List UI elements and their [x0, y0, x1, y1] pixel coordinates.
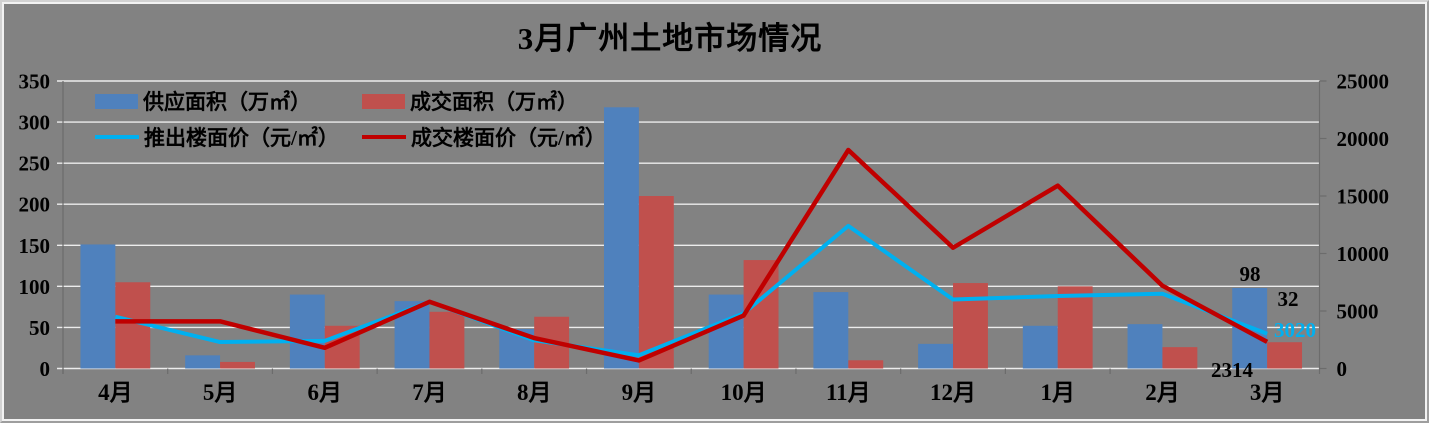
- bar-sold-11月[interactable]: [848, 360, 884, 369]
- bar-supply-4月[interactable]: [80, 244, 116, 369]
- left-axis-label: 200: [19, 193, 51, 217]
- x-axis-label-5月: 5月: [203, 380, 238, 405]
- data-label-3020: 3020: [1274, 318, 1316, 342]
- bar-supply-9月[interactable]: [603, 107, 639, 369]
- left-axis-label: 250: [19, 152, 51, 176]
- left-axis-label: 0: [40, 357, 51, 381]
- bar-supply-10月[interactable]: [708, 294, 744, 369]
- data-label-2314: 2314: [1211, 358, 1254, 382]
- left-axis-label: 350: [19, 70, 51, 94]
- left-axis-label: 100: [19, 275, 51, 299]
- bar-sold-2月[interactable]: [1162, 347, 1198, 369]
- legend-swatch-sold-area-icon: [362, 93, 405, 109]
- bar-sold-3月[interactable]: [1267, 342, 1303, 369]
- x-axis-label-7月: 7月: [412, 380, 447, 405]
- x-axis-label-12月: 12月: [930, 380, 976, 405]
- bar-sold-5月[interactable]: [220, 361, 255, 369]
- legend-item-supply-area[interactable]: 供应面积（万㎡）: [95, 86, 311, 116]
- right-axis-label: 0: [1337, 357, 1348, 381]
- line-sold-floor-price[interactable]: [115, 147, 1269, 363]
- right-axis-label: 10000: [1337, 242, 1390, 266]
- legend-label-supply-area: 供应面积（万㎡）: [143, 90, 311, 114]
- x-axis-label-9月: 9月: [622, 380, 657, 405]
- legend-item-sold-area[interactable]: 成交面积（万㎡）: [362, 86, 578, 116]
- legend-swatch-supply-area-icon: [95, 93, 138, 109]
- right-axis-label: 25000: [1337, 70, 1390, 94]
- x-axis-label-2月: 2月: [1145, 380, 1180, 405]
- legend-swatch-sold-floor-price-icon: [362, 135, 406, 139]
- legend-item-launch-floor-price[interactable]: 推出楼面价（元/㎡）: [95, 122, 339, 152]
- x-axis-label-10月: 10月: [721, 380, 767, 405]
- bar-sold-12月[interactable]: [953, 283, 988, 369]
- data-label-98: 98: [1240, 262, 1261, 286]
- bar-supply-1月[interactable]: [1022, 325, 1058, 369]
- bar-supply-11月[interactable]: [813, 292, 849, 369]
- left-axis-label: 300: [19, 111, 51, 135]
- bar-supply-5月[interactable]: [185, 355, 221, 369]
- bar-sold-10月[interactable]: [743, 260, 779, 369]
- bar-supply-6月[interactable]: [289, 294, 325, 369]
- data-label-32: 32: [1278, 287, 1299, 311]
- left-axis-label: 150: [19, 234, 51, 258]
- x-axis-label-11月: 11月: [826, 380, 871, 405]
- bar-sold-1月[interactable]: [1057, 286, 1093, 369]
- legend-label-launch-floor-price: 推出楼面价（元/㎡）: [144, 126, 339, 150]
- bar-supply-12月[interactable]: [918, 343, 954, 369]
- bar-sold-9月[interactable]: [638, 196, 674, 369]
- legend-label-sold-area: 成交面积（万㎡）: [410, 90, 578, 114]
- x-axis-label-1月: 1月: [1040, 380, 1075, 405]
- legend-item-sold-floor-price[interactable]: 成交楼面价（元/㎡）: [362, 122, 606, 152]
- x-axis-label-4月: 4月: [98, 380, 133, 405]
- chart-title: 3月广州土地市场情况: [517, 21, 823, 56]
- legend-label-sold-floor-price: 成交楼面价（元/㎡）: [411, 126, 606, 150]
- left-axis-label: 50: [29, 316, 50, 340]
- bar-supply-2月[interactable]: [1127, 324, 1163, 369]
- x-axis-label-6月: 6月: [308, 380, 343, 405]
- right-axis-label: 5000: [1337, 300, 1379, 324]
- x-axis-label-3月: 3月: [1250, 380, 1285, 405]
- legend-swatch-launch-floor-price-icon: [95, 135, 139, 139]
- right-axis-label: 15000: [1337, 185, 1390, 209]
- right-axis-label: 20000: [1337, 127, 1390, 151]
- x-axis-label-8月: 8月: [517, 380, 552, 405]
- bar-sold-7月[interactable]: [429, 311, 465, 369]
